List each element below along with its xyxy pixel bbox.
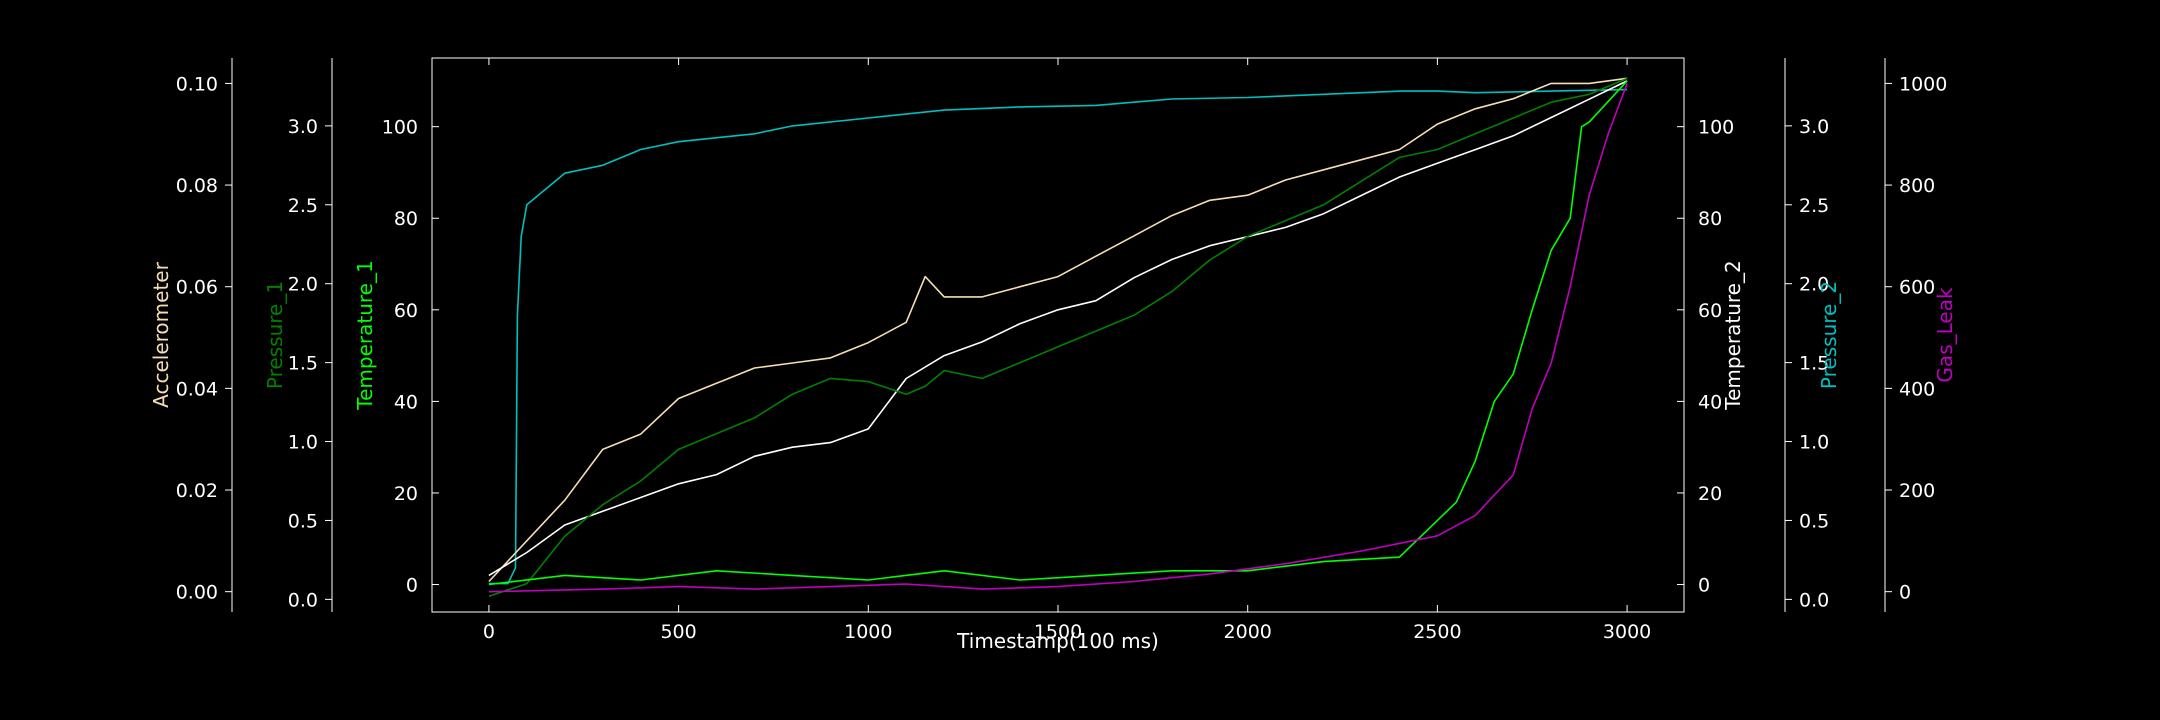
- x-tick-label: 3000: [1603, 621, 1651, 643]
- y-tick-label: 1.5: [288, 353, 318, 375]
- y-tick-label: 100: [382, 117, 418, 139]
- y-tick-label: 3.0: [1799, 116, 1829, 138]
- x-axis-label: Timestamp(100 ms): [956, 629, 1159, 653]
- y-tick-label: 0: [1698, 575, 1710, 597]
- y-tick-label: 40: [394, 391, 418, 413]
- y-tick-label: 1000: [1899, 73, 1947, 95]
- y-tick-label: 80: [1698, 208, 1722, 230]
- series-line-gas-leak: [488, 83, 1628, 593]
- y-tick-label: 2.0: [288, 274, 318, 296]
- y-tick-label: 0.06: [176, 277, 218, 299]
- series-layer: [488, 77, 1628, 597]
- x-tick-label: 1000: [844, 621, 892, 643]
- y-tick-label: 0: [1899, 582, 1911, 604]
- y-axis-temperature-1: 0 20 40 60 80 100 Temperature_1: [353, 117, 439, 597]
- y-tick-label: 0.0: [288, 589, 318, 611]
- y-tick-label: 1.0: [288, 432, 318, 454]
- y-tick-label: 1.5: [1799, 353, 1829, 375]
- y-tick-label: 2.5: [288, 195, 318, 217]
- y-tick-label: 800: [1899, 175, 1935, 197]
- y-tick-label: 100: [1698, 117, 1734, 139]
- y-tick-label: 20: [394, 483, 418, 505]
- y-tick-label: 2.0: [1799, 274, 1829, 296]
- y-tick-label: 200: [1899, 480, 1935, 502]
- y-axis-label-temperature-2: Temperature_2: [1721, 260, 1745, 410]
- y-tick-label: 60: [1698, 300, 1722, 322]
- y-tick-label: 0.5: [1799, 510, 1829, 532]
- y-tick-label: 2.5: [1799, 195, 1829, 217]
- x-tick-label: 2000: [1224, 621, 1272, 643]
- y-tick-label: 60: [394, 300, 418, 322]
- y-tick-label: 400: [1899, 378, 1935, 400]
- series-line-temperature-1: [488, 80, 1628, 586]
- y-axis-label-temperature-1: Temperature_1: [353, 260, 377, 410]
- y-tick-label: 0.10: [176, 73, 218, 95]
- series-line-accelerometer: [488, 77, 1628, 583]
- y-tick-label: 0.02: [176, 480, 218, 502]
- y-axis-pressure-2: 0.0 0.5 1.0 1.5 2.0 2.5 3.0 Pressure_2: [1784, 58, 1841, 612]
- y-tick-label: 0.5: [288, 510, 318, 532]
- y-axis-accelerometer: 0.00 0.02 0.04 0.06 0.08 0.10 Accelerometer: [149, 58, 233, 612]
- series-line-pressure-2: [488, 88, 1628, 585]
- y-tick-label: 600: [1899, 277, 1935, 299]
- y-axis-gas-leak: 0 200 400 600 800 1000 Gas_Leak: [1884, 58, 1957, 612]
- y-tick-label: 3.0: [288, 116, 318, 138]
- y-tick-label: 80: [394, 208, 418, 230]
- y-tick-label: 40: [1698, 391, 1722, 413]
- y-axis-label-pressure-1: Pressure_1: [263, 281, 287, 389]
- y-axis-temperature-2: 0 20 40 60 80 100 Temperature_2: [1677, 117, 1745, 597]
- series-line-temperature-2: [488, 80, 1628, 577]
- x-tick-label: 500: [660, 621, 696, 643]
- y-axis-label-pressure-2: Pressure_2: [1817, 281, 1841, 389]
- y-tick-label: 20: [1698, 483, 1722, 505]
- y-tick-label: 0.00: [176, 582, 218, 604]
- x-tick-label: 2500: [1413, 621, 1461, 643]
- x-tick-label: 1500: [1034, 621, 1082, 643]
- y-tick-label: 0.08: [176, 175, 218, 197]
- y-tick-label: 0.0: [1799, 589, 1829, 611]
- y-tick-label: 0.04: [176, 378, 218, 400]
- y-axis-pressure-1: 0.0 0.5 1.0 1.5 2.0 2.5 3.0 Pressure_1: [263, 58, 333, 612]
- y-axis-label-accelerometer: Accelerometer: [149, 261, 173, 407]
- y-axis-label-gas-leak: Gas_Leak: [1933, 287, 1957, 383]
- series-line-pressure-1: [488, 77, 1628, 597]
- y-tick-label: 0: [406, 575, 418, 597]
- x-tick-label: 0: [483, 621, 495, 643]
- y-tick-label: 1.0: [1799, 432, 1829, 454]
